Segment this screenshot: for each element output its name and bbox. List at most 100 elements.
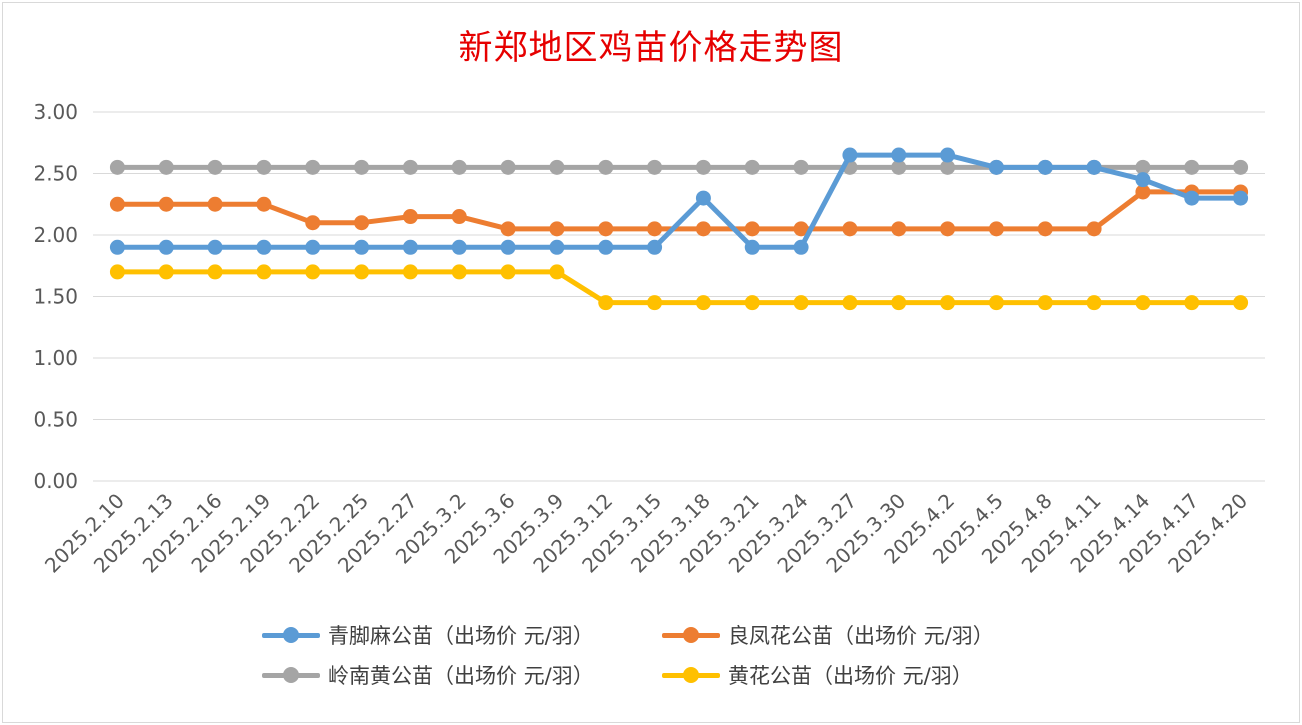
data-point (695, 159, 711, 175)
data-point (695, 221, 711, 237)
data-point (451, 239, 467, 255)
data-point (1135, 172, 1151, 188)
series-1 (109, 184, 1249, 237)
data-point (1135, 184, 1151, 200)
legend-swatch (660, 660, 722, 690)
data-point (940, 147, 956, 163)
data-point (842, 295, 858, 311)
legend-marker (283, 627, 299, 643)
data-point (988, 295, 1004, 311)
data-point (500, 264, 516, 280)
data-point (891, 147, 907, 163)
data-point (793, 159, 809, 175)
data-point (1086, 295, 1102, 311)
legend: 青脚麻公苗（出场价 元/羽） 良凤花公苗（出场价 元/羽） 岭南黄公苗（出场价 元/… (260, 620, 1080, 690)
data-point (598, 295, 614, 311)
data-point (256, 264, 272, 280)
data-point (305, 239, 321, 255)
data-point (598, 159, 614, 175)
data-point (354, 159, 370, 175)
data-point (1086, 159, 1102, 175)
legend-label: 青脚麻公苗（出场价 元/羽） (328, 624, 594, 648)
data-point (451, 264, 467, 280)
data-point (793, 295, 809, 311)
data-point (207, 264, 223, 280)
data-point (305, 215, 321, 231)
data-point (647, 295, 663, 311)
data-point (793, 239, 809, 255)
data-point (402, 209, 418, 225)
data-point (207, 239, 223, 255)
data-point (158, 159, 174, 175)
series-0 (109, 147, 1249, 255)
legend-swatch (260, 620, 322, 650)
data-point (647, 159, 663, 175)
data-point (1184, 295, 1200, 311)
data-point (598, 221, 614, 237)
data-point (354, 264, 370, 280)
data-point (500, 159, 516, 175)
data-point (207, 159, 223, 175)
y-tick-label: 2.00 (33, 223, 78, 247)
series-layer (109, 147, 1249, 311)
legend-label: 岭南黄公苗（出场价 元/羽） (328, 664, 594, 688)
y-tick-label: 1.50 (33, 285, 78, 309)
data-point (744, 239, 760, 255)
legend-marker (283, 667, 299, 683)
data-point (842, 147, 858, 163)
data-point (207, 196, 223, 212)
data-point (1184, 159, 1200, 175)
legend-item: 良凤花公苗（出场价 元/羽） (660, 620, 1060, 650)
y-tick-label: 0.50 (33, 408, 78, 432)
data-point (988, 159, 1004, 175)
data-point (451, 159, 467, 175)
data-point (940, 159, 956, 175)
series-line (114, 269, 1244, 306)
y-axis-labels: 0.00 0.50 1.00 1.50 2.00 2.50 3.00 (33, 100, 78, 493)
data-point (109, 264, 125, 280)
data-point (549, 221, 565, 237)
data-point (354, 239, 370, 255)
data-point (744, 159, 760, 175)
data-point (647, 221, 663, 237)
series-line (114, 152, 1244, 250)
data-point (109, 159, 125, 175)
data-point (158, 264, 174, 280)
legend-marker (683, 667, 699, 683)
legend-label: 良凤花公苗（出场价 元/羽） (728, 624, 994, 648)
y-tick-label: 0.00 (33, 469, 78, 493)
data-point (305, 159, 321, 175)
data-point (1233, 159, 1249, 175)
data-point (354, 215, 370, 231)
data-point (256, 159, 272, 175)
data-point (647, 239, 663, 255)
gridlines (93, 111, 1265, 482)
data-point (940, 221, 956, 237)
data-point (402, 264, 418, 280)
y-tick-label: 2.50 (33, 162, 78, 186)
chart-title: 新郑地区鸡苗价格走势图 (458, 28, 844, 68)
data-point (402, 159, 418, 175)
legend-marker (683, 627, 699, 643)
x-axis-labels: 2025.2.102025.2.132025.2.162025.2.192025… (40, 489, 1252, 578)
data-point (1086, 221, 1102, 237)
legend-label: 黄花公苗（出场价 元/羽） (728, 664, 973, 688)
data-point (1233, 295, 1249, 311)
data-point (158, 196, 174, 212)
y-tick-label: 3.00 (33, 100, 78, 124)
data-point (549, 159, 565, 175)
data-point (549, 239, 565, 255)
data-point (305, 264, 321, 280)
series-3 (109, 264, 1249, 311)
data-point (1135, 295, 1151, 311)
data-point (109, 196, 125, 212)
data-point (500, 239, 516, 255)
series-line (114, 189, 1244, 232)
data-point (256, 239, 272, 255)
legend-item: 黄花公苗（出场价 元/羽） (660, 660, 1060, 690)
data-point (842, 221, 858, 237)
legend-item: 岭南黄公苗（出场价 元/羽） (260, 660, 660, 690)
data-point (695, 190, 711, 206)
data-point (1037, 295, 1053, 311)
